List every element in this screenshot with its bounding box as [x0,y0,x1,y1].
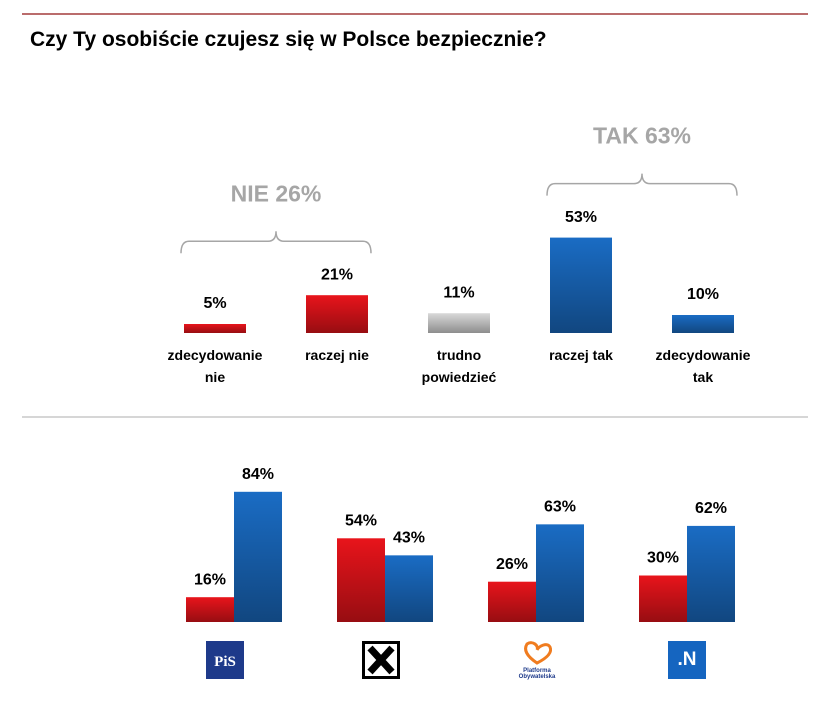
value-label: 54% [345,513,377,530]
category-label: zdecydowanie tak [655,347,751,385]
logo-kukiz [362,641,400,679]
value-label: 53% [565,209,597,226]
value-label: 16% [194,571,226,588]
category-label: zdecydowanie nie [167,347,263,385]
bar-shade [672,315,734,333]
bar-shade [687,525,735,622]
bracket [546,173,738,196]
chart-title: Czy Ty osobiście czujesz się w Polsce be… [30,28,547,51]
value-label: 43% [393,530,425,547]
bar-shade [639,575,687,622]
bar-shade [550,237,612,333]
logo-heart [524,641,553,665]
logo-po: Platforma Obywatelska [511,638,563,682]
bar-shade [306,295,368,333]
bar-shade [536,524,584,622]
value-label: 63% [544,499,576,516]
value-label: 21% [321,266,353,283]
bar-shade [234,491,282,622]
bar-shade [337,538,385,622]
value-label: 10% [687,286,719,303]
group-label: NIE 26% [231,180,322,206]
category-label: raczej nie [305,347,369,363]
bar-shade [184,324,246,333]
logo-x [367,645,395,675]
category-label: trudno powiedzieć [421,347,497,385]
bar-shade [488,581,536,622]
bar-shade [428,313,490,333]
logo-pis: PiS [206,641,244,679]
bar-shade [385,555,433,622]
value-label: 30% [647,550,679,567]
bracket [180,231,372,254]
group-label: TAK 63% [593,123,691,149]
logo-po-text: Platforma Obywatelska [518,668,556,680]
value-label: 26% [496,556,528,573]
bar-shade [186,597,234,622]
category-label: raczej tak [549,347,613,363]
value-label: 5% [203,295,226,312]
value-label: 11% [443,284,474,301]
value-label: 84% [242,466,274,483]
value-label: 62% [695,500,727,517]
logo-n: .N [668,641,706,679]
